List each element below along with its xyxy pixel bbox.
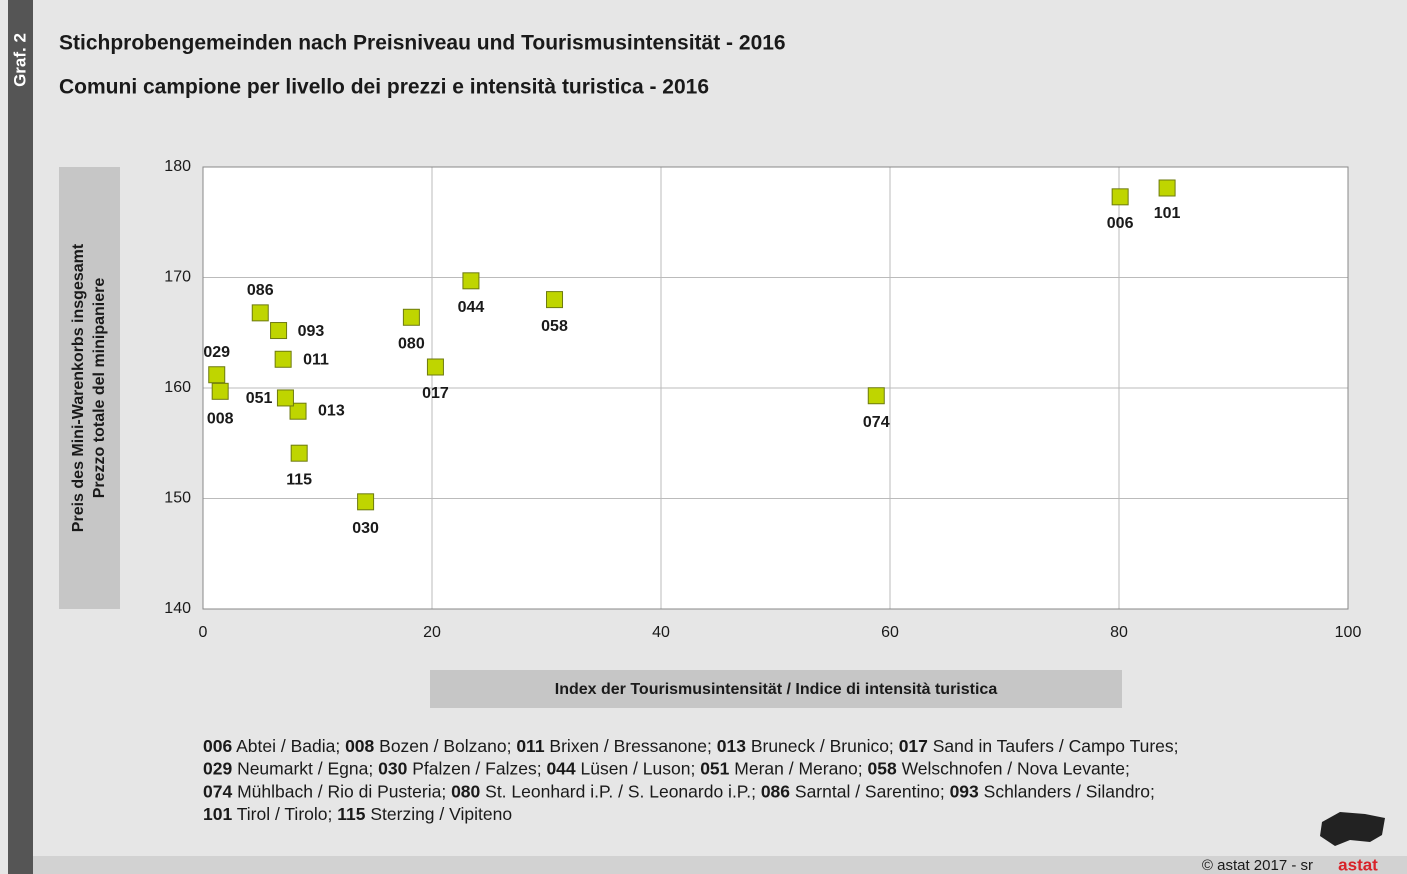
point-label: 058 <box>541 318 568 335</box>
legend-name: Sterzing / Vipiteno <box>365 804 512 824</box>
legend-name: Sarntal / Sarentino; <box>790 781 945 801</box>
point <box>1158 179 1176 197</box>
legend-code: 017 <box>899 736 928 756</box>
point-label: 008 <box>207 411 234 428</box>
side-label: Graf. 2 <box>10 33 29 87</box>
legend-name: Welschnofen / Nova Levante; <box>897 758 1130 778</box>
point <box>462 272 480 290</box>
point-label: 074 <box>863 414 890 431</box>
point-label: 115 <box>286 471 312 488</box>
point-label: 086 <box>247 282 274 299</box>
x-tick-label: 20 <box>423 624 441 641</box>
point <box>276 389 294 407</box>
legend-name: Mühlbach / Rio di Pusteria; <box>232 781 446 801</box>
x-tick-label: 80 <box>1110 624 1128 641</box>
point <box>867 387 885 405</box>
legend-name: Schlanders / Silandro; <box>979 781 1155 801</box>
legend-code: 044 <box>546 758 575 778</box>
chart-title: Stichprobengemeinden nach Preisniveau un… <box>59 32 786 55</box>
legend-code: 030 <box>378 758 407 778</box>
legend-name: Brixen / Bressanone; <box>545 736 712 756</box>
y-tick-label: 160 <box>164 379 191 396</box>
logo-text: astat <box>1338 855 1378 874</box>
point <box>357 493 375 511</box>
legend-line: 074 Mühlbach / Rio di Pusteria; 080 St. … <box>203 781 1155 801</box>
y-tick-label: 140 <box>164 600 191 617</box>
legend-name: Sand in Taufers / Campo Tures; <box>928 736 1179 756</box>
y-axis-label: Prezzo totale del minipaniere <box>91 278 108 499</box>
x-axis-label: Index der Tourismusintensität / Indice d… <box>555 681 998 698</box>
chart-subtitle: Comuni campione per livello dei prezzi e… <box>59 76 709 99</box>
point <box>274 350 292 368</box>
point-label: 051 <box>246 390 273 407</box>
legend-code: 086 <box>761 781 790 801</box>
legend-code: 101 <box>203 804 232 824</box>
point-label: 013 <box>318 402 345 419</box>
legend-name: Lüsen / Luson; <box>576 758 696 778</box>
legend-code: 006 <box>203 736 232 756</box>
legend-line: 006 Abtei / Badia; 008 Bozen / Bolzano; … <box>203 736 1179 756</box>
legend: 006 Abtei / Badia; 008 Bozen / Bolzano; … <box>203 736 1179 824</box>
legend-code: 058 <box>868 758 897 778</box>
y-tick-label: 150 <box>164 490 191 507</box>
point-label: 093 <box>298 323 325 340</box>
point <box>211 382 229 400</box>
point-label: 044 <box>458 299 485 316</box>
point <box>1111 188 1129 206</box>
y-label-box <box>59 167 120 609</box>
point <box>208 366 226 384</box>
point-label: 017 <box>422 385 449 402</box>
legend-code: 074 <box>203 781 232 801</box>
legend-line: 029 Neumarkt / Egna; 030 Pfalzen / Falze… <box>203 758 1130 778</box>
point-label: 101 <box>1154 205 1181 222</box>
point <box>426 358 444 376</box>
x-tick-label: 60 <box>881 624 899 641</box>
legend-name: Neumarkt / Egna; <box>232 758 373 778</box>
legend-name: Meran / Merano; <box>729 758 862 778</box>
point <box>546 291 564 309</box>
point-label: 080 <box>398 335 425 352</box>
point <box>270 322 288 340</box>
footer-band <box>33 856 1407 874</box>
point-label: 006 <box>1107 215 1134 232</box>
legend-code: 029 <box>203 758 232 778</box>
legend-code: 011 <box>516 736 544 756</box>
legend-code: 115 <box>337 804 365 824</box>
point <box>290 444 308 462</box>
y-tick-label: 170 <box>164 269 191 286</box>
legend-name: Abtei / Badia; <box>232 736 340 756</box>
legend-code: 093 <box>950 781 979 801</box>
point-label: 030 <box>352 520 379 537</box>
y-axis-label: Preis des Mini-Warenkorbs insgesamt <box>70 243 87 532</box>
x-label-box <box>430 670 1122 708</box>
logo-shape <box>1320 812 1385 846</box>
legend-name: St. Leonhard i.P. / S. Leonardo i.P.; <box>480 781 756 801</box>
point <box>402 308 420 326</box>
legend-line: 101 Tirol / Tirolo; 115 Sterzing / Vipit… <box>203 804 512 824</box>
legend-name: Bozen / Bolzano; <box>374 736 511 756</box>
plot-border <box>202 166 1349 610</box>
legend-code: 051 <box>700 758 729 778</box>
point <box>251 304 269 322</box>
y-tick-label: 180 <box>164 158 191 175</box>
legend-name: Tirol / Tirolo; <box>232 804 332 824</box>
point <box>289 402 307 420</box>
legend-code: 008 <box>345 736 374 756</box>
point-label: 011 <box>303 351 329 368</box>
point-label: 029 <box>203 344 230 361</box>
x-tick-label: 40 <box>652 624 670 641</box>
legend-code: 013 <box>717 736 746 756</box>
side-bar <box>8 0 33 874</box>
x-tick-label: 0 <box>199 624 208 641</box>
footer-text: © astat 2017 - sr <box>1202 857 1313 874</box>
legend-name: Bruneck / Brunico; <box>746 736 894 756</box>
x-tick-label: 100 <box>1335 624 1362 641</box>
legend-name: Pfalzen / Falzes; <box>407 758 541 778</box>
legend-code: 080 <box>451 781 480 801</box>
